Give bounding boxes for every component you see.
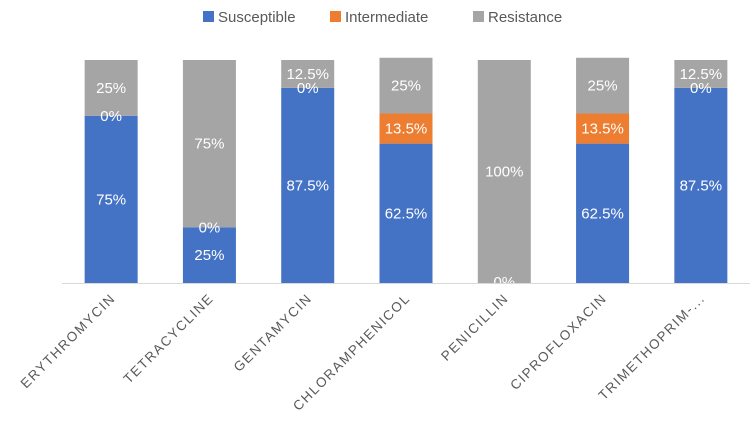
data-label-gentamycin-resistance: 12.5% xyxy=(286,66,329,83)
x-axis-tick-labels: ERYTHROMYCIN TETRACYCLINE GENTAMYCINCHLORA… xyxy=(18,291,708,414)
bar-chloramphenicol-susceptible xyxy=(379,143,433,283)
bar-gentamycin-resistance xyxy=(281,60,335,88)
data-label-chloramphenicol-susceptible: 62.5% xyxy=(385,205,428,222)
bar-ciprofloxacin-resistance xyxy=(576,57,630,114)
data-label-chloramphenicol-intermediate: 13.5% xyxy=(385,121,428,138)
legend-label-resistance: Resistance xyxy=(488,9,562,26)
x-tick-label-chloramphenicol: CHLORAMPHENICOL xyxy=(290,291,413,414)
bar-ciprofloxacin-susceptible xyxy=(576,143,630,283)
data-label-tetracycline-intermediate: 0% xyxy=(199,219,221,236)
bar-tetracycline-susceptible xyxy=(182,227,236,283)
data-label-ciprofloxacin-susceptible: 62.5% xyxy=(581,205,624,222)
bar-trimethoprim-resistance xyxy=(674,60,728,88)
legend-swatch-intermediate xyxy=(330,11,341,22)
legend-label-susceptible: Susceptible xyxy=(218,9,296,26)
x-tick-label-erythromycin: ERYTHROMYCIN xyxy=(18,291,119,392)
legend: Susceptible Intermediate Resistance xyxy=(203,9,562,26)
data-label-tetracycline-resistance: 75% xyxy=(194,136,224,153)
data-label-erythromycin-resistance: 25% xyxy=(96,80,126,97)
x-tick-label-penicillin: PENICILLIN xyxy=(438,291,511,364)
data-label-chloramphenicol-resistance: 25% xyxy=(391,78,421,95)
data-label-penicillin-resistance: 100% xyxy=(485,164,523,181)
bar-chloramphenicol-intermediate xyxy=(379,113,433,144)
legend-swatch-susceptible xyxy=(203,11,214,22)
data-label-penicillin-susceptible: 0% xyxy=(493,274,515,291)
data-label-tetracycline-susceptible: 25% xyxy=(194,247,224,264)
data-label-erythromycin-susceptible: 75% xyxy=(96,191,126,208)
data-label-ciprofloxacin-intermediate: 13.5% xyxy=(581,121,624,138)
legend-label-intermediate: Intermediate xyxy=(345,9,428,26)
x-tick-label-tetracycline: TETRACYCLINE xyxy=(121,291,217,387)
x-tick-label-gentamycin: GENTAMYCIN xyxy=(231,291,315,375)
data-label-trimethoprim-resistance: 12.5% xyxy=(680,66,723,83)
legend-swatch-resistance xyxy=(473,11,484,22)
x-tick-label-trimethoprim: TRIMETHOPRIM-... xyxy=(596,291,708,403)
data-label-trimethoprim-susceptible: 87.5% xyxy=(680,177,723,194)
bar-penicillin-resistance xyxy=(477,60,531,283)
plot-area: 75%0%25%25%0%75%87.5%0%12.5%62.5%13.5%25… xyxy=(84,57,728,291)
bar-tetracycline-resistance xyxy=(182,60,236,228)
bar-erythromycin-susceptible xyxy=(84,115,138,283)
bar-gentamycin-susceptible xyxy=(281,87,335,283)
data-label-erythromycin-intermediate: 0% xyxy=(100,108,122,125)
x-tick-label-ciprofloxacin: CIPROFLOXACIN xyxy=(507,291,609,393)
data-label-trimethoprim-intermediate: 0% xyxy=(690,80,712,97)
data-label-gentamycin-intermediate: 0% xyxy=(297,80,319,97)
data-label-gentamycin-susceptible: 87.5% xyxy=(286,177,329,194)
bar-erythromycin-resistance xyxy=(84,60,138,116)
bar-ciprofloxacin-intermediate xyxy=(576,113,630,144)
bar-chloramphenicol-resistance xyxy=(379,57,433,114)
bar-trimethoprim-susceptible xyxy=(674,87,728,283)
data-label-ciprofloxacin-resistance: 25% xyxy=(588,78,618,95)
